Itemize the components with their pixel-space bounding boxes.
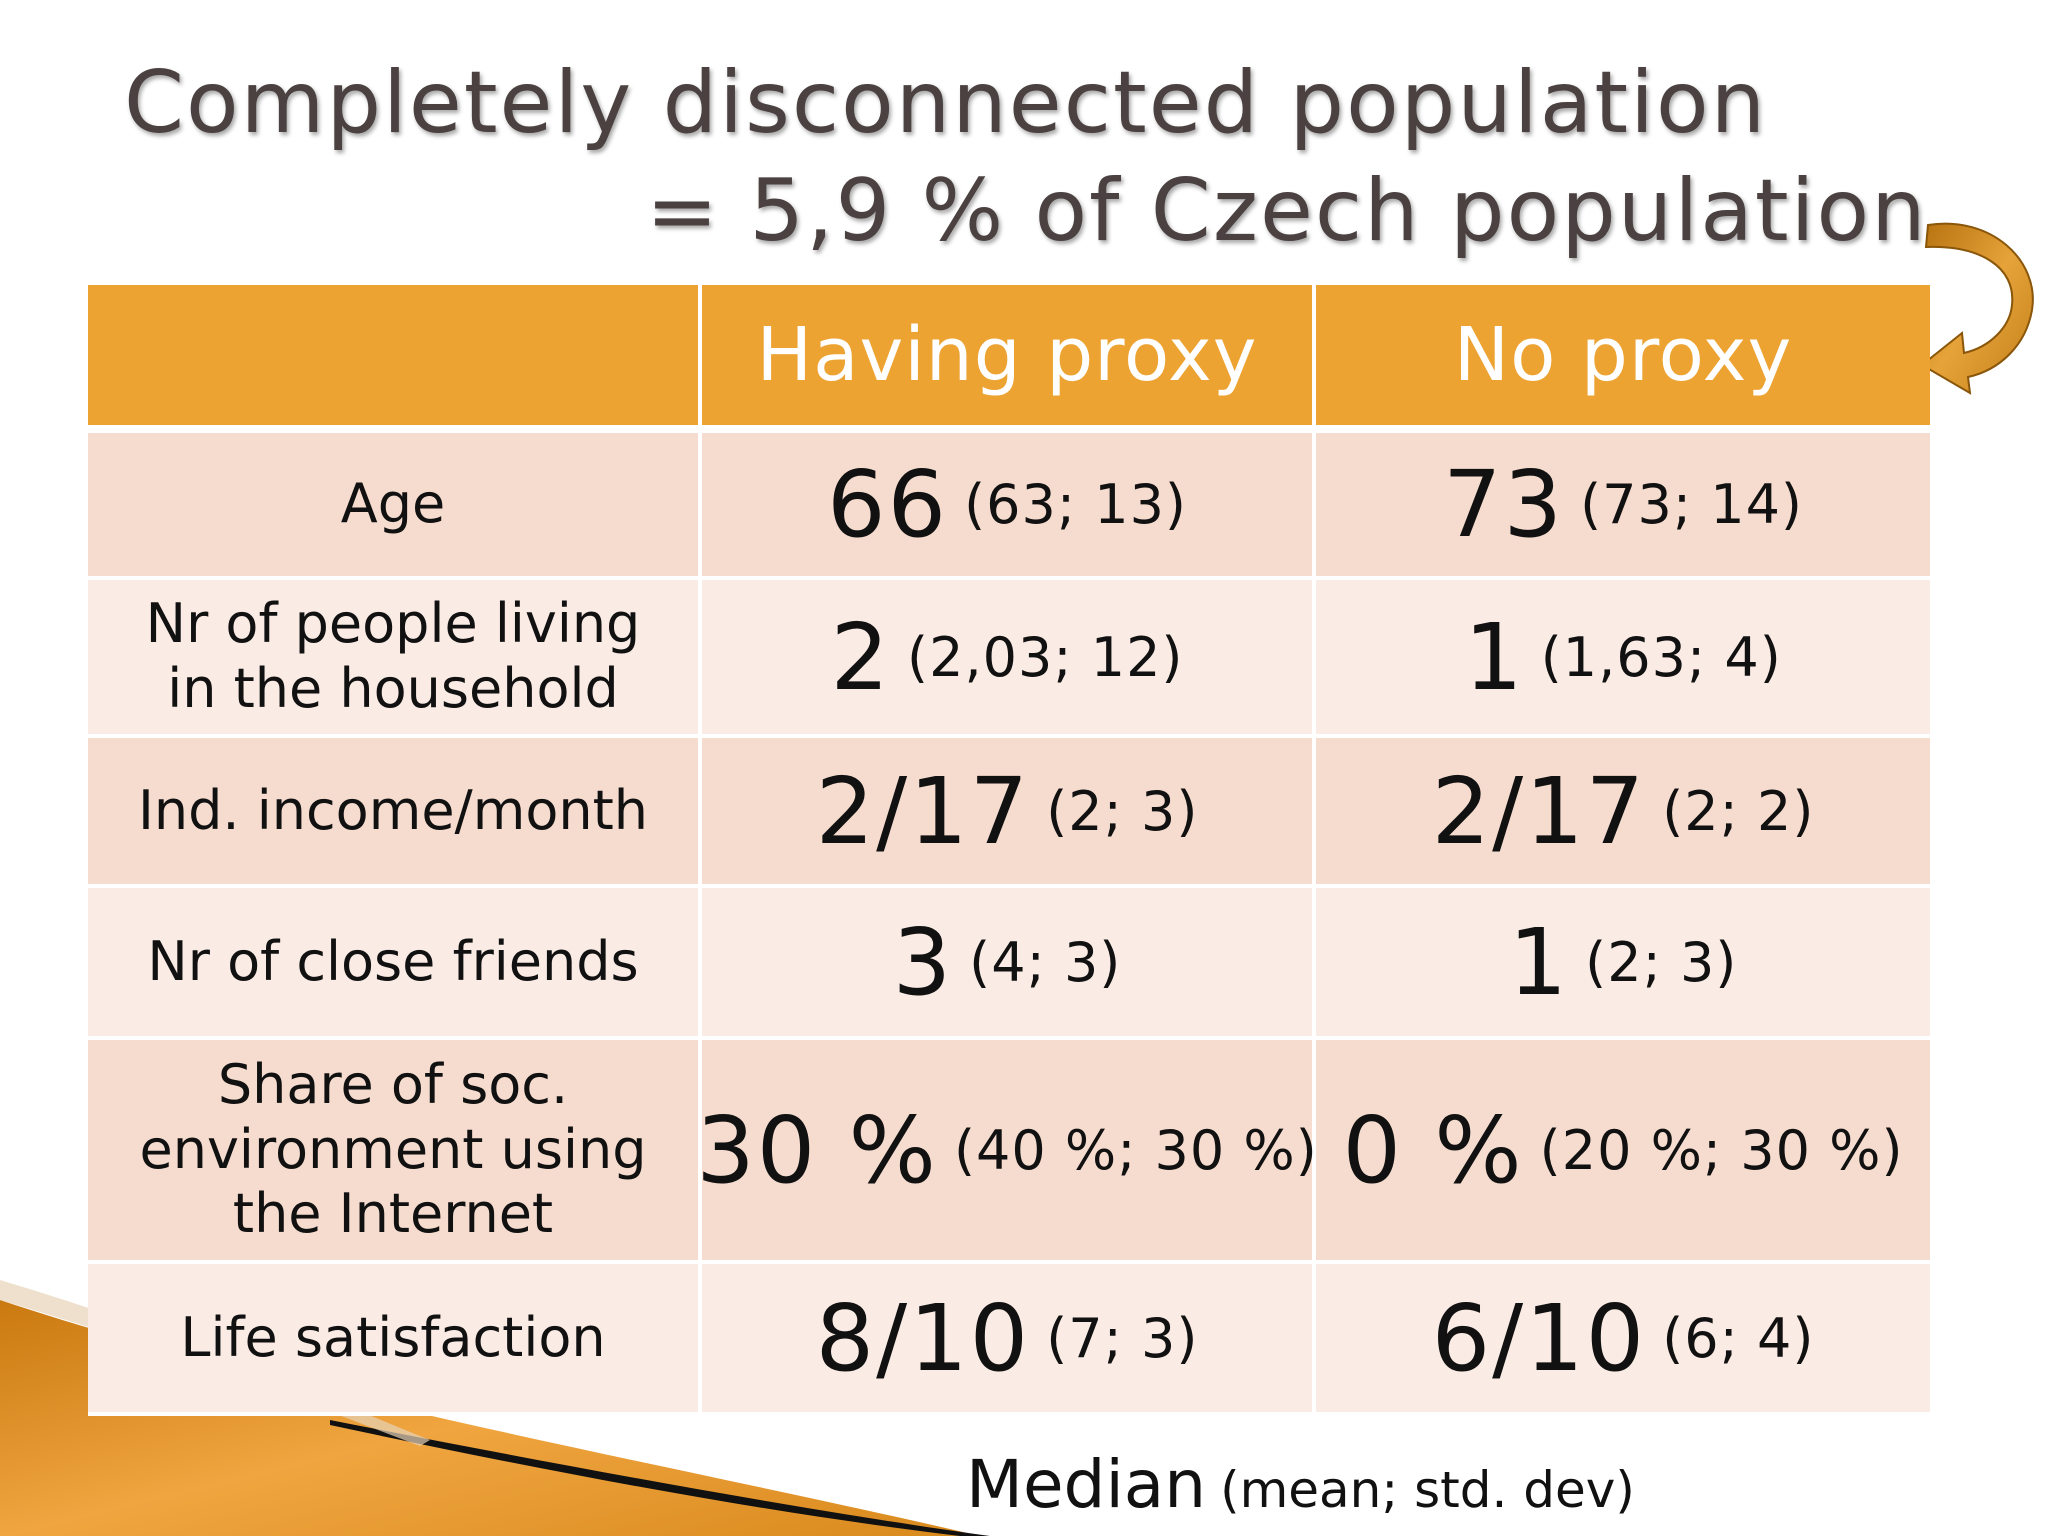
mean-std-value: (7; 3) — [1046, 1306, 1199, 1370]
having-proxy-value: 8/10 (7; 3) — [702, 1264, 1316, 1412]
curved-arrow-icon — [1920, 222, 2034, 395]
median-value: 1 — [1508, 908, 1570, 1016]
no-proxy-value: 1 (1,63; 4) — [1316, 580, 1930, 734]
no-proxy-value: 1 (2; 3) — [1316, 888, 1930, 1036]
row-label-line: in the household — [167, 657, 619, 720]
having-proxy-value: 2/17 (2; 3) — [702, 738, 1316, 884]
table-header-row: Having proxy No proxy — [88, 285, 1930, 433]
median-value: 6/10 — [1431, 1284, 1647, 1392]
no-proxy-value: 73 (73; 14) — [1316, 433, 1930, 576]
mean-std-value: (1,63; 4) — [1540, 625, 1782, 689]
median-value: 2/17 — [815, 757, 1031, 865]
mean-std-value: (6; 4) — [1662, 1306, 1815, 1370]
row-label-line: Age — [340, 472, 446, 536]
row-label-line: Nr of people living — [145, 592, 641, 656]
legend-median: Median — [966, 1446, 1207, 1523]
table-row: Age 66 (63; 13) 73 (73; 14) — [88, 433, 1930, 580]
no-proxy-value: 6/10 (6; 4) — [1316, 1264, 1930, 1412]
median-value: 3 — [892, 908, 954, 1016]
median-value: 8/10 — [815, 1284, 1031, 1392]
mean-std-value: (73; 14) — [1580, 473, 1803, 536]
comparison-table: Having proxy No proxy Age 66 (63; 13) 73(… — [88, 285, 1930, 1416]
row-label-life-satisfaction: Life satisfaction — [88, 1264, 702, 1412]
row-label-line: Life satisfaction — [180, 1305, 606, 1369]
median-value: 1 — [1464, 603, 1525, 711]
mean-std-value: (63; 13) — [964, 473, 1187, 536]
legend-mean-std: (mean; std. dev) — [1220, 1461, 1635, 1519]
table-legend: Median (mean; std. dev) — [966, 1452, 1635, 1518]
median-value: 2/17 — [1431, 757, 1647, 865]
median-value: 66 — [827, 451, 949, 558]
median-value: 2 — [830, 603, 892, 711]
row-label-line: the Internet — [232, 1182, 554, 1246]
row-label-line: environment using — [139, 1117, 647, 1181]
title-line-2: = 5,9 % of Czech population — [646, 161, 1928, 261]
median-value: 73 — [1443, 451, 1565, 558]
header-no-proxy: No proxy — [1453, 312, 1793, 398]
having-proxy-value: 3 (4; 3) — [702, 888, 1316, 1036]
row-label-friends: Nr of close friends — [88, 888, 702, 1036]
no-proxy-value: 2/17 (2; 2) — [1316, 738, 1930, 884]
table-row: Life satisfaction 8/10 (7; 3) 6/10 (6; 4) — [88, 1264, 1930, 1416]
mean-std-value: (2; 2) — [1662, 779, 1815, 843]
median-value: 30 % — [696, 1096, 938, 1204]
row-label-line: Nr of close friends — [147, 929, 639, 993]
mean-std-value: (2; 3) — [1585, 930, 1738, 994]
mean-std-value: (2; 3) — [1046, 779, 1199, 843]
having-proxy-value: 2 (2,03; 12) — [702, 580, 1316, 734]
row-label-line: Ind. income/month — [138, 778, 648, 842]
table-row: Share of soc. environment using the Inte… — [88, 1040, 1930, 1264]
no-proxy-value: 0 % (20 %; 30 %) — [1316, 1040, 1930, 1260]
header-having-proxy: Having proxy — [702, 285, 1316, 425]
header-empty-cell — [88, 285, 702, 425]
row-label-line: Share of soc. — [217, 1052, 569, 1116]
median-value: 0 % — [1342, 1096, 1524, 1204]
having-proxy-value: 66 (63; 13) — [702, 433, 1316, 576]
having-proxy-value: 30 % (40 %; 30 %) — [696, 1040, 1318, 1260]
table-row: Ind. income/month 2/17 (2; 3) 2/17 (2; 2) — [88, 738, 1930, 888]
title-line-1: Completely disconnected population — [124, 53, 1768, 153]
row-label-internet-share: Share of soc. environment using the Inte… — [88, 1040, 702, 1260]
table-row: Nr of people living in the household 2 (2… — [88, 580, 1930, 738]
mean-std-value: (20 %; 30 %) — [1539, 1118, 1904, 1182]
row-label-age: Age — [88, 433, 702, 576]
table-row: Nr of close friends 3 (4; 3) 1 (2; 3) — [88, 888, 1930, 1040]
row-label-household: Nr of people living in the household — [88, 580, 702, 734]
mean-std-value: (40 %; 30 %) — [953, 1118, 1318, 1182]
mean-std-value: (4; 3) — [969, 930, 1122, 994]
row-label-income: Ind. income/month — [88, 738, 702, 884]
mean-std-value: (2,03; 12) — [907, 625, 1184, 689]
